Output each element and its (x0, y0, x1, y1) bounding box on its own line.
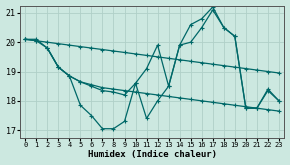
X-axis label: Humidex (Indice chaleur): Humidex (Indice chaleur) (88, 150, 217, 159)
